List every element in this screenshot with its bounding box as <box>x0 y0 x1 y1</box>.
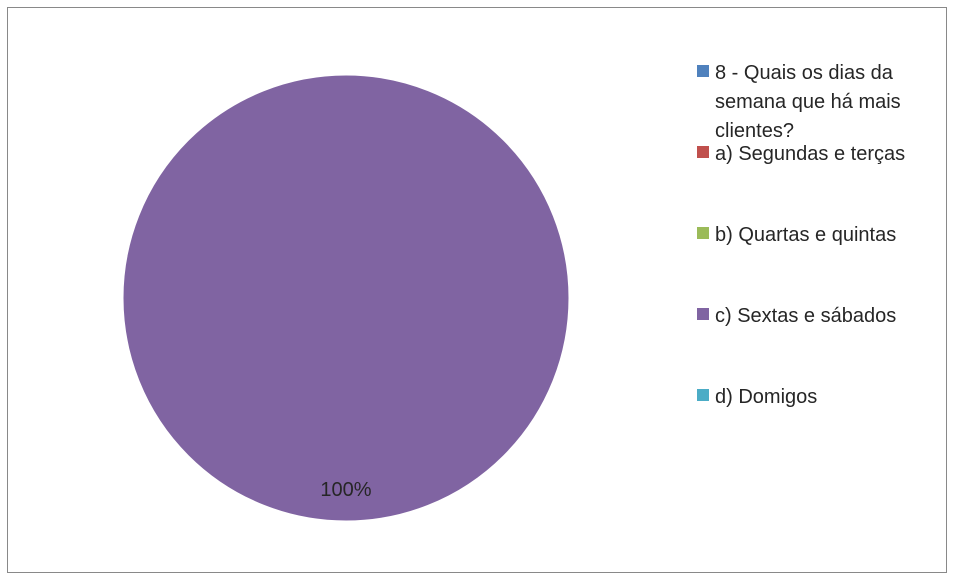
legend-item-d-domigos: d) Domigos <box>697 386 817 408</box>
pie-slices <box>122 74 570 522</box>
legend-swatch <box>697 146 709 158</box>
data-label-100: 100% <box>320 479 371 501</box>
legend-label: b) Quartas e quintas <box>715 224 896 246</box>
legend-label: d) Domigos <box>715 386 817 408</box>
pie-slice-c-sextas-e-s-bados <box>122 74 570 522</box>
legend-swatch <box>697 389 709 401</box>
legend-item-b-quartas-e-quintas: b) Quartas e quintas <box>697 224 896 246</box>
legend-item-a-segundas-e-ter-as: a) Segundas e terças <box>697 143 905 165</box>
legend-swatch <box>697 227 709 239</box>
legend: 8 - Quais os dias da semana que há mais cl… <box>697 62 905 408</box>
legend-label: a) Segundas e terças <box>715 143 905 165</box>
legend-label: c) Sextas e sábados <box>715 305 896 327</box>
legend-item-c-sextas-e-s-bados: c) Sextas e sábados <box>697 305 896 327</box>
legend-swatch <box>697 308 709 320</box>
legend-label: clientes? <box>715 120 794 142</box>
legend-swatch <box>697 65 709 77</box>
legend-item-8-quais-os-dias-da-semana-que-h-mais-clientes: 8 - Quais os dias da semana que há mais cl… <box>697 62 901 142</box>
legend-label: semana que há mais <box>715 91 901 113</box>
legend-label: 8 - Quais os dias da <box>715 62 894 84</box>
